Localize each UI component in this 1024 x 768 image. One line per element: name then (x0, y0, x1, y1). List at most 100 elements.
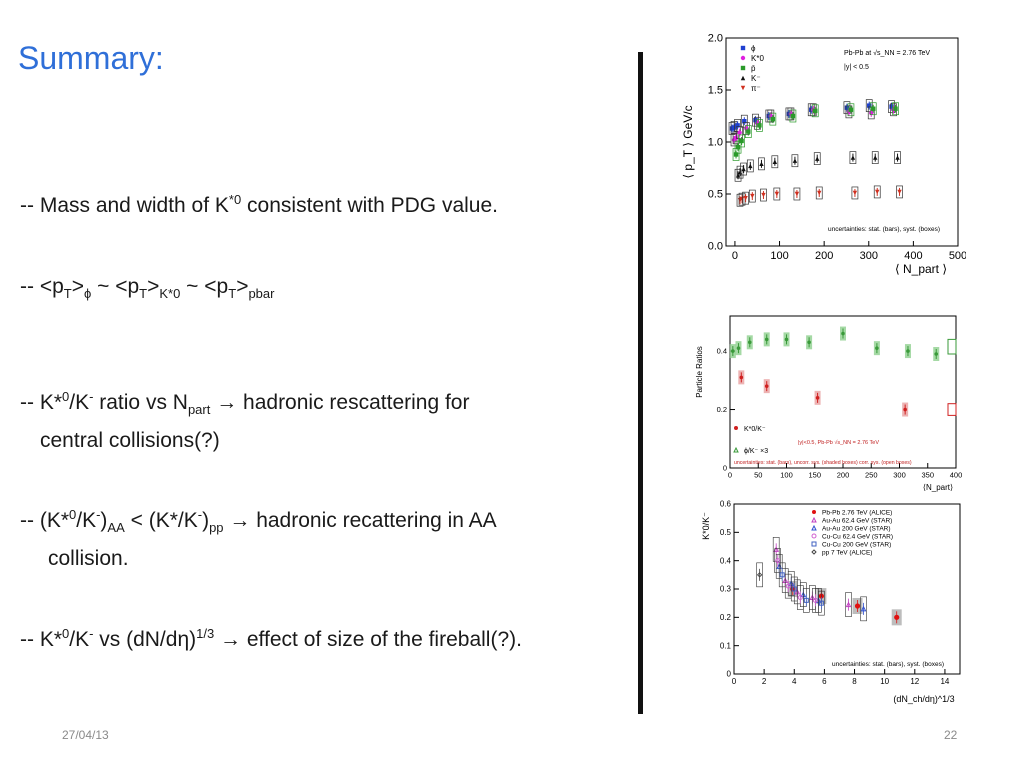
y-tick-label: 0.6 (720, 500, 732, 509)
phi-marker (844, 105, 850, 110)
phi-marker (735, 123, 740, 128)
syst-box (818, 590, 825, 616)
x-tick-label: 250 (865, 471, 878, 480)
bullet-text: > (71, 275, 84, 298)
syst-box (736, 165, 744, 179)
phi-ratio-marker (764, 337, 769, 342)
chart-particle-ratios: 0 50 100 150 200 250 300 350 400 0 0.2 0.4 Particle … (690, 310, 966, 494)
bullet-continuation: central collisions(?) (40, 429, 220, 452)
legend-marker (811, 524, 817, 531)
syst-box (778, 562, 786, 588)
syst-box (847, 103, 855, 117)
phi-ratio-marker (807, 340, 811, 345)
uncertainty-note: uncertainties: stat. (bars), syst. (boxe… (828, 226, 940, 233)
y-tick-label: 0.0 (708, 241, 723, 253)
bullet-sup: - (197, 507, 203, 522)
phi-ratio-marker (906, 349, 910, 353)
legend-marker (811, 533, 817, 539)
y-tick-label: 0.4 (717, 347, 727, 356)
syst-box (892, 102, 899, 116)
slide-date: 27/04/13 (62, 728, 109, 742)
legend-marker (740, 65, 746, 71)
slide-number: 22 (944, 728, 958, 742)
x-tick-label: 200 (815, 250, 833, 262)
pbar-marker (735, 145, 741, 150)
syst-box (815, 186, 823, 200)
x-tick-label: 500 (949, 250, 966, 262)
syst-box (860, 596, 867, 622)
legend-marker (812, 510, 816, 514)
y-tick-label: 0.1 (720, 641, 732, 650)
syst-box (760, 188, 767, 202)
kminus-marker (850, 155, 856, 160)
bullet-sub: K*0 (159, 286, 181, 301)
chart-annotation: |y|<0.5, Pb-Pb √s_NN = 2.76 TeV (798, 439, 879, 446)
bullet-mass-width: -- Mass and width of K*0 consistent with… (20, 187, 498, 225)
kminus-marker (895, 155, 900, 160)
syst-box (871, 151, 879, 164)
pbar-marker (739, 138, 744, 144)
syst-box (773, 187, 781, 201)
phi-marker (867, 103, 872, 108)
phi-corr-syst-box (947, 338, 957, 355)
auau200-marker (860, 605, 867, 612)
alice-marker (854, 603, 861, 609)
bullet-sub: pbar (248, 286, 275, 301)
chart-particle-ratios-svg: 0 50 100 150 200 250 300 350 400 0 0.2 0.4 Particle … (695, 315, 962, 492)
cucu62-marker (812, 597, 818, 603)
pbar-marker (733, 152, 739, 157)
bullet-text: /K (69, 628, 90, 651)
bullet-text: → effect of size of the fireball(?). (214, 628, 522, 651)
y-tick-label: 0.5 (720, 528, 732, 537)
syst-box (730, 133, 738, 147)
bullet-text: < (K*/K (124, 509, 198, 532)
pbar-marker (790, 113, 796, 119)
y-axis-label: Particle Ratios (695, 346, 704, 398)
x-tick-label: 0 (732, 677, 737, 686)
syst-box (896, 185, 903, 199)
x-tick-label: 14 (940, 677, 949, 686)
bullet-text: /K (69, 391, 90, 414)
x-tick-label: 200 (837, 471, 850, 480)
cucu62-marker (775, 558, 781, 564)
auau62-marker (845, 601, 852, 608)
phi-ratio-marker (731, 349, 735, 353)
pbar-marker (813, 108, 818, 113)
legend-label: Cu-Cu 200 GeV (STAR) (822, 542, 891, 549)
syst-box (736, 193, 744, 207)
syst-box (803, 588, 810, 613)
phi-ratio-marker (934, 352, 939, 356)
piminus-marker (739, 197, 745, 202)
bullet-sup: - (96, 507, 101, 522)
syst-box (793, 187, 801, 201)
bullet-sub: pp (209, 520, 224, 535)
legend-label: Cu-Cu 62.4 GeV (STAR) (822, 534, 893, 541)
bullet-text: ~ <p (91, 275, 140, 298)
pbar-marker (757, 123, 762, 128)
phi-ratio-marker (875, 346, 879, 350)
syst-box (790, 576, 798, 602)
chart-annotation: Pb-Pb at √s_NN = 2.76 TeV (844, 49, 930, 57)
bullet-sub: AA (107, 520, 125, 535)
syst-box (767, 109, 775, 123)
syst-box (756, 119, 763, 132)
legend-label: K*0/K⁻ (744, 426, 766, 433)
piminus-marker (774, 191, 780, 197)
bullet-continuation: collision. (48, 547, 129, 570)
legend-marker (740, 75, 746, 81)
phi-ratio-marker (747, 340, 752, 345)
syst-box (734, 119, 741, 132)
x-tick-label: 0 (728, 471, 732, 480)
syst-box (811, 104, 819, 118)
kminus-marker (748, 163, 753, 169)
bullet-text: consistent with PDG value. (241, 194, 498, 217)
syst-box (736, 126, 743, 139)
syst-box (789, 109, 797, 123)
legend-label: ϕ (751, 44, 756, 53)
x-tick-label: 100 (770, 250, 788, 262)
legend-marker (734, 426, 738, 430)
syst-box (813, 152, 821, 165)
syst-box (752, 113, 759, 127)
piminus-marker (794, 191, 800, 197)
bullet-ratio-npart: -- K*0/K- ratio vs Npart → hadronic resc… (20, 384, 469, 460)
